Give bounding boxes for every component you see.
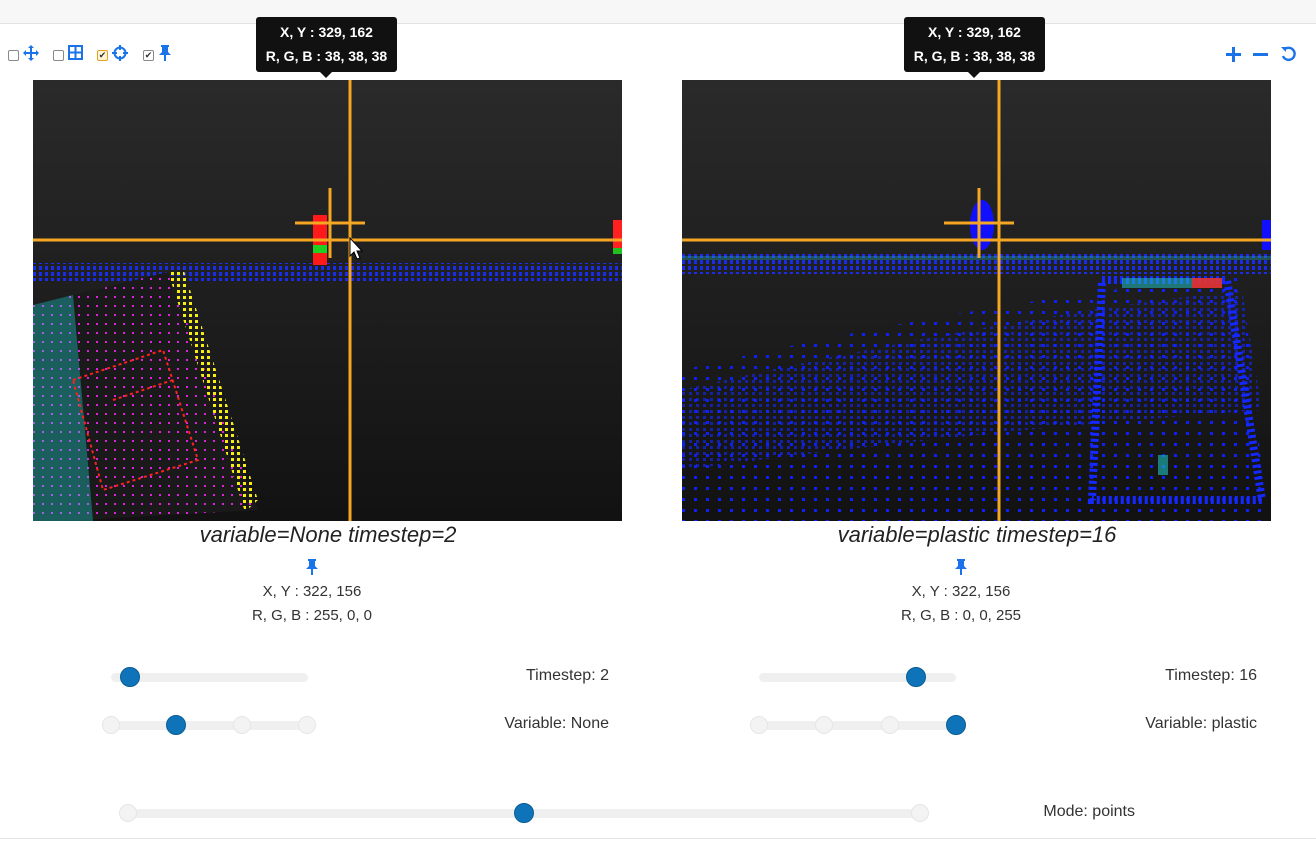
pan-tool[interactable] bbox=[8, 44, 39, 66]
grid-checkbox[interactable] bbox=[53, 49, 64, 61]
crosshair-icon[interactable] bbox=[112, 44, 128, 66]
right-image-panel[interactable] bbox=[682, 80, 1271, 521]
move-arrows-icon[interactable] bbox=[23, 44, 39, 66]
reset-icon[interactable] bbox=[1280, 46, 1297, 63]
left-variable-label: Variable: None bbox=[504, 715, 609, 732]
left-image-panel[interactable] bbox=[33, 80, 622, 521]
right-variable-thumb[interactable] bbox=[946, 715, 966, 735]
slider-stop[interactable] bbox=[102, 716, 120, 734]
right-timestep-label: Timestep: 16 bbox=[1165, 667, 1257, 684]
pinned-rgb: R, G, B : 255, 0, 0 bbox=[251, 607, 373, 624]
mode-thumb[interactable] bbox=[514, 803, 534, 823]
bottom-divider bbox=[0, 838, 1316, 839]
left-pinned-info: X, Y : 322, 156 R, G, B : 255, 0, 0 bbox=[162, 580, 462, 628]
mode-label: Mode: points bbox=[1043, 803, 1135, 820]
slider-stop[interactable] bbox=[815, 716, 833, 734]
pinned-rgb: R, G, B : 0, 0, 255 bbox=[900, 607, 1022, 624]
tooltip-xy: X, Y : 329, 162 bbox=[280, 24, 373, 40]
slider-stop[interactable] bbox=[298, 716, 316, 734]
slider-stop[interactable] bbox=[881, 716, 899, 734]
left-variable-slider[interactable] bbox=[102, 715, 316, 735]
tooltip-rgb: R, G, B : 38, 38, 38 bbox=[913, 48, 1036, 64]
mode-slider[interactable] bbox=[119, 803, 929, 823]
pinned-xy: X, Y : 322, 156 bbox=[262, 583, 362, 600]
tooltip-rgb: R, G, B : 38, 38, 38 bbox=[265, 48, 388, 64]
minus-icon[interactable] bbox=[1252, 46, 1269, 63]
left-timestep-slider[interactable] bbox=[111, 667, 308, 687]
slider-stop[interactable] bbox=[119, 804, 137, 822]
right-hover-tooltip: X, Y : 329, 162 R, G, B : 38, 38, 38 bbox=[904, 17, 1045, 78]
plus-icon[interactable] bbox=[1225, 46, 1242, 63]
left-variable-thumb[interactable] bbox=[166, 715, 186, 735]
reset-button[interactable] bbox=[1280, 46, 1297, 68]
crosshair-tool[interactable] bbox=[97, 44, 128, 66]
right-pinned-info: X, Y : 322, 156 R, G, B : 0, 0, 255 bbox=[811, 580, 1111, 628]
right-variable-slider[interactable] bbox=[750, 715, 966, 735]
left-timestep-thumb[interactable] bbox=[120, 667, 140, 687]
right-timestep-slider[interactable] bbox=[759, 667, 956, 687]
left-pin-icon[interactable] bbox=[305, 559, 319, 580]
pin-tool[interactable] bbox=[143, 44, 172, 66]
pin-icon[interactable] bbox=[158, 44, 172, 66]
right-pin-icon[interactable] bbox=[954, 559, 968, 580]
slider-stop[interactable] bbox=[911, 804, 929, 822]
left-hover-tooltip: X, Y : 329, 162 R, G, B : 38, 38, 38 bbox=[256, 17, 397, 78]
pan-checkbox[interactable] bbox=[8, 49, 19, 61]
slider-stop[interactable] bbox=[233, 716, 251, 734]
grid-icon[interactable] bbox=[68, 45, 83, 65]
window-top-bar bbox=[0, 0, 1316, 24]
left-caption: variable=None timestep=2 bbox=[199, 522, 457, 547]
left-timestep-label: Timestep: 2 bbox=[526, 667, 609, 684]
slider-stop[interactable] bbox=[750, 716, 768, 734]
pin-checkbox[interactable] bbox=[143, 49, 154, 61]
right-caption: variable=plastic timestep=16 bbox=[837, 522, 1117, 547]
tooltip-xy: X, Y : 329, 162 bbox=[928, 24, 1021, 40]
zoom-out-button[interactable] bbox=[1252, 46, 1269, 68]
zoom-in-button[interactable] bbox=[1225, 46, 1242, 68]
crosshair-checkbox[interactable] bbox=[97, 49, 108, 61]
grid-tool[interactable] bbox=[53, 45, 83, 65]
right-variable-label: Variable: plastic bbox=[1145, 715, 1257, 732]
right-timestep-thumb[interactable] bbox=[906, 667, 926, 687]
pinned-xy: X, Y : 322, 156 bbox=[911, 583, 1011, 600]
